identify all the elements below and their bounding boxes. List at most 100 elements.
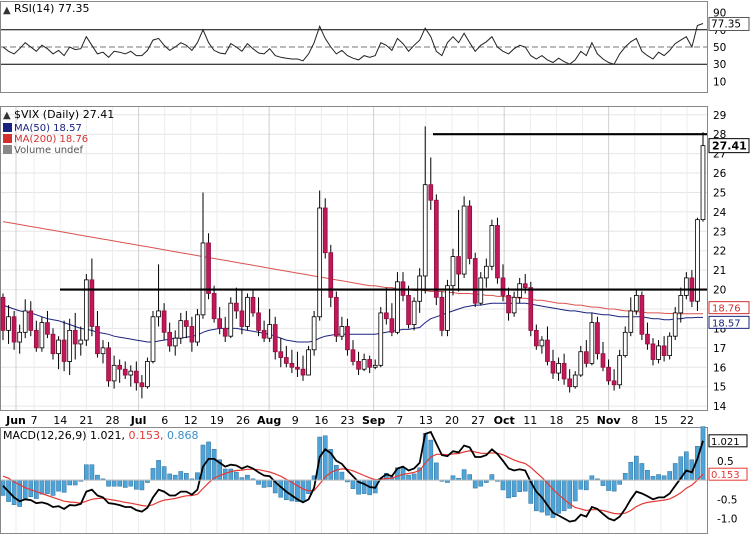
candle (561, 353, 567, 385)
macd-histogram-bar (684, 451, 689, 481)
macd-label-hist: 0.868 (167, 429, 199, 442)
candle (400, 272, 406, 302)
candle (206, 233, 211, 300)
candle-body (600, 353, 606, 368)
candle-body (406, 295, 411, 325)
candle (250, 289, 256, 317)
last-price-tag: 27.41 (712, 140, 747, 153)
candle-body (695, 219, 700, 302)
rsi-line (2, 23, 704, 65)
candle (383, 287, 389, 325)
candle-body (483, 265, 489, 279)
candle (378, 307, 384, 368)
macd-histogram-bar (622, 473, 628, 481)
candle (672, 307, 678, 341)
candle (56, 336, 61, 370)
candle (506, 287, 511, 321)
candle-body (467, 205, 473, 259)
candle (45, 310, 50, 339)
candle (667, 332, 673, 360)
candle-body (272, 324, 278, 353)
candle (445, 279, 450, 337)
candle (122, 361, 128, 379)
macd-histogram-bar (600, 479, 606, 486)
candle (161, 303, 167, 341)
candle-body (56, 339, 61, 355)
candle (311, 310, 317, 356)
price-tick-label: 14 (713, 401, 727, 413)
macd-histogram-bar (617, 479, 622, 485)
macd-histogram-bar (172, 474, 178, 481)
candle-body (472, 258, 478, 304)
candle-body (311, 316, 317, 351)
macd-histogram-bar (517, 479, 522, 493)
x-tick-label: 18 (549, 414, 563, 427)
candle-body (172, 337, 178, 347)
candle-body (45, 322, 50, 335)
macd-label-signal: 0.153, (129, 429, 164, 442)
x-tick-label: 7 (31, 414, 38, 427)
candle-body (456, 256, 461, 275)
candle (633, 289, 639, 315)
candle (33, 320, 39, 352)
candle-body (378, 312, 384, 366)
candle-body (339, 326, 345, 337)
macd-histogram-bar (472, 479, 478, 489)
macd-histogram-bar (561, 479, 567, 512)
candle (700, 132, 706, 222)
ma50-tag: 18.57 (712, 318, 741, 329)
price-panel-frame (0, 106, 708, 411)
candle-body (461, 205, 467, 275)
candle (39, 316, 45, 352)
macd-histogram-bar (134, 479, 139, 490)
price-legend: MA(50) 18.57 MA(200) 18.76 Volume undef (3, 123, 88, 156)
candle (150, 310, 156, 364)
candle-body (283, 357, 289, 364)
candle (533, 324, 539, 350)
candle-body (633, 295, 639, 312)
candle-body (439, 296, 445, 331)
macd-histogram-bar (56, 479, 61, 492)
candle (306, 345, 311, 376)
price-tick-label: 20 (713, 285, 726, 297)
candle (283, 345, 289, 368)
candle-body (511, 296, 517, 314)
macd-histogram-bar (606, 479, 611, 491)
candle-body (383, 312, 389, 320)
price-grid (1, 114, 707, 407)
rsi-tick-label: 10 (713, 76, 726, 88)
x-tick-label: 16 (314, 414, 328, 427)
candle (489, 219, 495, 271)
price-tick-label: 24 (713, 207, 727, 219)
macd-histogram-bar (461, 469, 467, 481)
candle (167, 322, 173, 352)
candle-body (650, 343, 656, 360)
macd-histogram-bar (50, 479, 56, 496)
candle-body (361, 359, 367, 370)
candle-body (522, 283, 528, 289)
candle (422, 126, 428, 294)
macd-histogram-bar (89, 464, 95, 481)
candle-body (200, 242, 206, 316)
macd-histogram-bar (122, 479, 128, 488)
macd-histogram-bar (95, 474, 100, 481)
candle-body (211, 293, 217, 320)
candle-body (245, 296, 250, 327)
candle (183, 310, 189, 339)
candle (617, 349, 623, 389)
candle-body (672, 312, 678, 337)
candle (228, 297, 234, 339)
macd-tick-label: 0.5 (717, 456, 734, 468)
candle-body (139, 382, 145, 388)
macd-histogram-bar (589, 475, 595, 481)
macd-histogram-bar (478, 479, 484, 487)
x-tick-label: 25 (576, 414, 590, 427)
candle (678, 287, 684, 323)
candle-body (28, 310, 34, 331)
candle-body (639, 295, 645, 335)
candle (89, 258, 95, 337)
candle (211, 285, 217, 323)
candle (178, 312, 184, 344)
candle-body (372, 364, 378, 368)
macd-histogram-bar (572, 479, 578, 502)
